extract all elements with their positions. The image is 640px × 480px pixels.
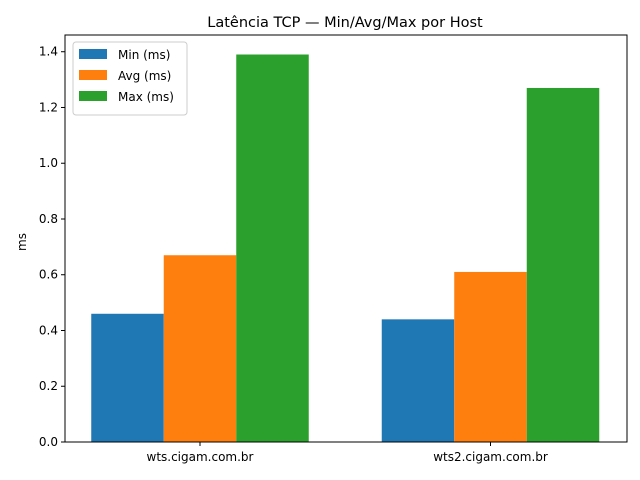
bar-3-1 — [236, 54, 309, 442]
bar-1-1 — [91, 313, 164, 442]
legend-swatch — [79, 70, 107, 80]
legend-swatch — [79, 49, 107, 59]
legend-label: Min (ms) — [118, 48, 170, 62]
legend: Min (ms) Avg (ms) Max (ms) — [72, 41, 188, 116]
y-tick-label: 0.4 — [39, 323, 58, 337]
legend-label: Max (ms) — [118, 90, 174, 104]
y-tick-label: 0.8 — [39, 212, 58, 226]
x-tick-label: wts.cigam.com.br — [147, 450, 254, 464]
bar-2-1 — [163, 255, 237, 442]
y-tick-label: 0.2 — [39, 379, 58, 393]
y-tick-label: 0.0 — [39, 435, 58, 449]
y-tick-label: 0.6 — [39, 268, 58, 282]
x-tick-label: wts2.cigam.com.br — [433, 450, 548, 464]
chart-title: Latência TCP — Min/Avg/Max por Host — [207, 15, 483, 31]
legend-swatch — [79, 91, 107, 101]
y-tick-label: 1.4 — [39, 45, 58, 59]
plot-area: 0.0 0.2 0.4 0.6 0.8 1.0 1.2 1.4 wts.cigam.com.br… — [39, 34, 628, 464]
y-axis-label: ms — [15, 233, 29, 251]
bar-2-2 — [454, 271, 527, 442]
bar-1-2 — [381, 319, 455, 442]
bar-3-2 — [526, 87, 600, 442]
y-tick-label: 1.2 — [39, 100, 58, 114]
axes-frame — [64, 34, 628, 443]
legend-label: Avg (ms) — [118, 69, 171, 83]
y-tick-label: 1.0 — [39, 156, 58, 170]
